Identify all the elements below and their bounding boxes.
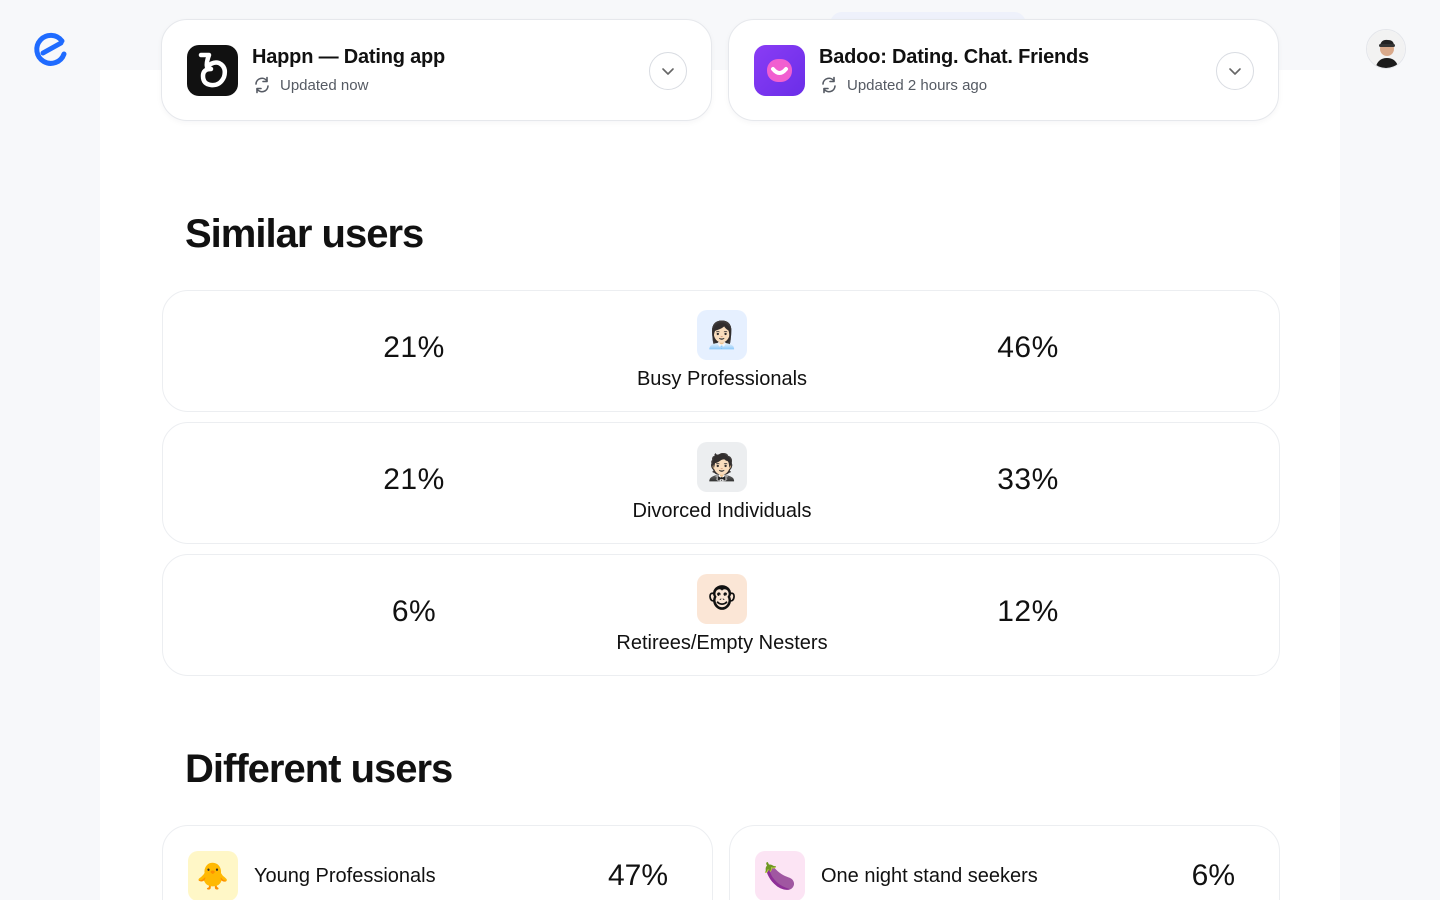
left-app-percentage: 21%	[383, 331, 445, 364]
refresh-icon	[822, 76, 836, 94]
right-app-percentage: 46%	[997, 331, 1059, 364]
segment-label: Busy Professionals	[636, 368, 808, 390]
app-name: Badoo: Dating. Chat. Friends	[819, 46, 1089, 68]
similar-user-row: 6% 🐵 Retirees/Empty Nesters 12%	[162, 554, 1280, 676]
badoo-app-icon	[754, 45, 805, 96]
app-status-text: Updated now	[280, 76, 369, 94]
user-avatar[interactable]	[1366, 29, 1406, 69]
app-card-badoo[interactable]: Badoo: Dating. Chat. Friends Updated 2 h…	[728, 19, 1279, 121]
different-users-title: Different users	[185, 747, 453, 791]
segment-label: Divorced Individuals	[632, 500, 812, 522]
brand-logo-icon[interactable]	[32, 30, 70, 68]
avatar-icon	[1367, 30, 1405, 68]
happn-app-icon	[187, 45, 238, 96]
chevron-down-icon	[662, 68, 674, 75]
similar-user-row: 21% 👩🏻‍💼 Busy Professionals 46%	[162, 290, 1280, 412]
app-update-status: Updated now	[252, 75, 368, 95]
segment-emoji-icon: 🐵	[697, 574, 747, 624]
similar-user-row: 21% 🤵🏻 Divorced Individuals 33%	[162, 422, 1280, 544]
app-selector-dropdown[interactable]	[1216, 52, 1254, 90]
different-user-card: 🐥 Young Professionals 47%	[162, 825, 713, 900]
right-app-percentage: 12%	[997, 595, 1059, 628]
app-selector-dropdown[interactable]	[649, 52, 687, 90]
app-card-happn[interactable]: Happn — Dating app Updated now	[161, 19, 712, 121]
segment-emoji-icon: 👩🏻‍💼	[697, 310, 747, 360]
different-user-card: 🍆 One night stand seekers 6%	[729, 825, 1280, 900]
segment-emoji-icon: 🐥	[188, 851, 238, 900]
right-app-percentage: 33%	[997, 463, 1059, 496]
segment-emoji-icon: 🤵🏻	[697, 442, 747, 492]
refresh-icon	[255, 76, 269, 94]
segment-label: One night stand seekers	[821, 865, 1038, 887]
similar-users-title: Similar users	[185, 212, 424, 256]
app-status-text: Updated 2 hours ago	[847, 76, 988, 94]
app-name: Happn — Dating app	[252, 46, 446, 68]
chevron-down-icon	[1229, 68, 1241, 75]
left-app-percentage: 21%	[383, 463, 445, 496]
left-app-percentage: 6%	[391, 595, 437, 628]
segment-percentage: 47%	[607, 859, 668, 892]
segment-percentage: 6%	[1191, 859, 1235, 892]
segment-label: Young Professionals	[254, 865, 436, 887]
app-update-status: Updated 2 hours ago	[819, 75, 987, 95]
segment-emoji-icon: 🍆	[755, 851, 805, 900]
segment-label: Retirees/Empty Nesters	[616, 632, 828, 654]
